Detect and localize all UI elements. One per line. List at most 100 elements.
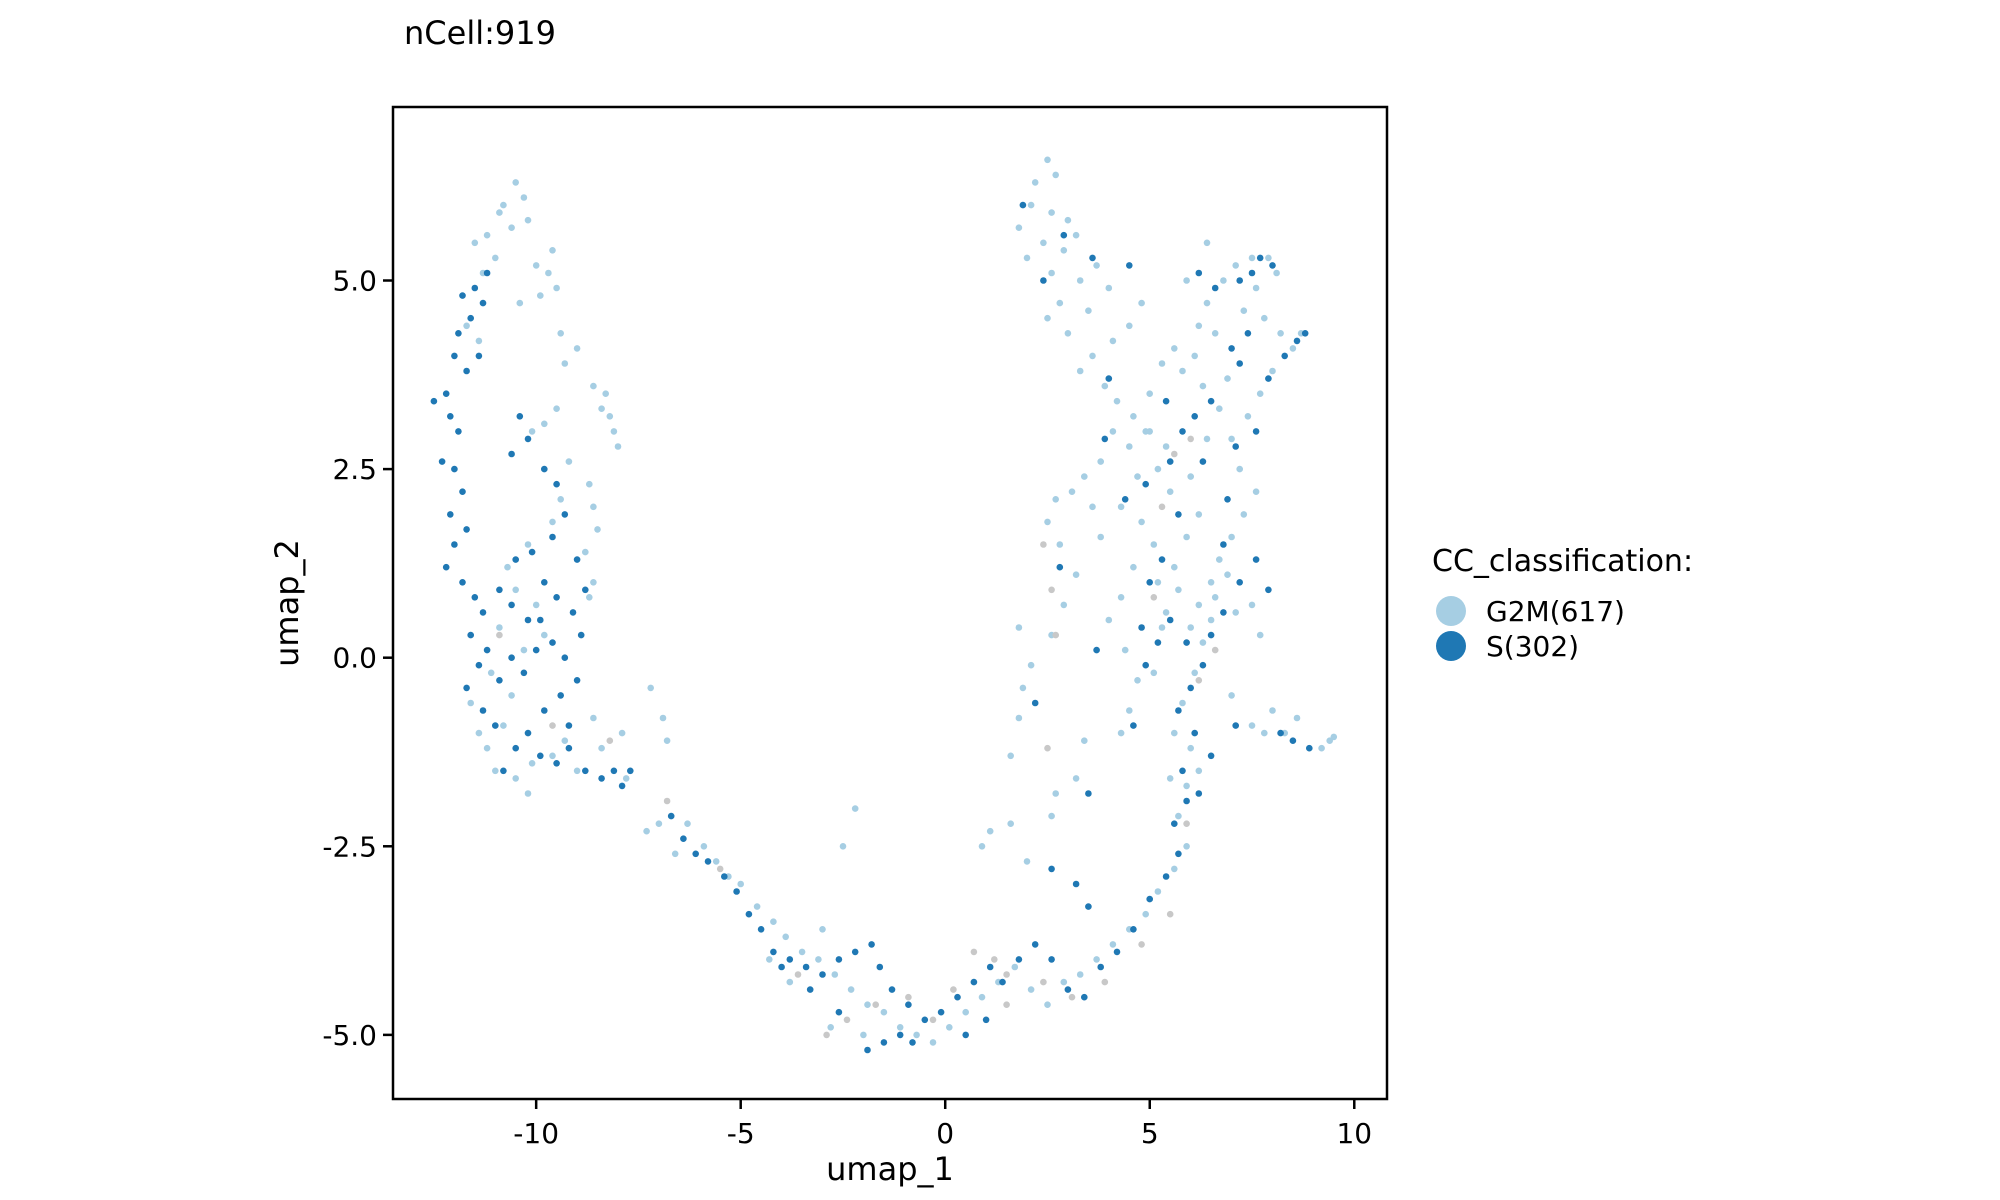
point-g2m-177 bbox=[1105, 284, 1113, 292]
point-g2m-176 bbox=[1093, 262, 1100, 269]
point-unassigned-19 bbox=[1211, 646, 1219, 654]
point-g2m-20 bbox=[561, 360, 569, 367]
point-g2m-186 bbox=[1076, 367, 1084, 375]
point-g2m-188 bbox=[1113, 397, 1121, 405]
point-g2m-130 bbox=[766, 956, 773, 963]
point-g2m-221 bbox=[1289, 345, 1297, 352]
point-s-70 bbox=[680, 835, 687, 842]
point-g2m-246 bbox=[1081, 473, 1088, 480]
point-g2m-32 bbox=[590, 503, 597, 511]
point-s-103 bbox=[1175, 850, 1182, 858]
point-g2m-59 bbox=[647, 684, 654, 692]
point-s-36 bbox=[528, 548, 536, 556]
point-g2m-179 bbox=[1056, 299, 1064, 307]
point-g2m-150 bbox=[1044, 518, 1051, 526]
point-s-43 bbox=[557, 692, 564, 699]
point-g2m-35 bbox=[590, 579, 597, 586]
point-s-20 bbox=[459, 579, 466, 586]
point-s-92 bbox=[999, 978, 1006, 986]
point-g2m-49 bbox=[483, 744, 491, 752]
point-g2m-120 bbox=[1318, 744, 1325, 752]
point-unassigned-31 bbox=[843, 1016, 851, 1024]
point-g2m-239 bbox=[1195, 322, 1203, 330]
point-s-149 bbox=[1236, 360, 1243, 367]
point-s-10 bbox=[430, 397, 438, 405]
point-unassigned-25 bbox=[1052, 631, 1059, 639]
point-s-174 bbox=[1138, 624, 1145, 631]
point-g2m-156 bbox=[1105, 616, 1113, 624]
point-g2m-127 bbox=[839, 843, 847, 850]
point-s-58 bbox=[541, 465, 548, 473]
point-s-106 bbox=[1195, 790, 1203, 797]
point-s-150 bbox=[1265, 375, 1272, 382]
x-tick-label-3: 5 bbox=[1141, 1117, 1159, 1150]
point-s-143 bbox=[1191, 413, 1198, 420]
point-g2m-117 bbox=[1269, 707, 1276, 714]
point-s-81 bbox=[835, 956, 843, 963]
point-unassigned-21 bbox=[1158, 503, 1166, 511]
point-g2m-140 bbox=[1081, 737, 1088, 744]
point-g2m-65 bbox=[467, 699, 475, 707]
point-s-8 bbox=[463, 367, 470, 375]
point-g2m-25 bbox=[614, 443, 622, 450]
point-g2m-225 bbox=[1244, 413, 1252, 420]
point-g2m-86 bbox=[946, 1024, 953, 1031]
point-g2m-181 bbox=[1064, 330, 1072, 337]
point-g2m-11 bbox=[545, 269, 552, 277]
point-g2m-45 bbox=[496, 624, 503, 631]
point-g2m-139 bbox=[1072, 775, 1080, 782]
point-g2m-135 bbox=[1007, 820, 1014, 827]
y-tick-label-1: -2.5 bbox=[322, 830, 377, 863]
point-g2m-210 bbox=[1211, 330, 1219, 337]
point-g2m-183 bbox=[1109, 337, 1117, 345]
point-g2m-90 bbox=[1011, 963, 1019, 971]
point-s-127 bbox=[962, 1031, 969, 1039]
point-g2m-165 bbox=[1052, 171, 1059, 179]
point-s-22 bbox=[479, 609, 487, 616]
point-g2m-205 bbox=[1203, 435, 1211, 443]
plot-frame bbox=[391, 105, 1389, 1101]
point-s-23 bbox=[467, 631, 475, 639]
point-s-156 bbox=[1256, 254, 1264, 262]
point-g2m-61 bbox=[663, 737, 671, 744]
point-s-0 bbox=[483, 269, 491, 277]
point-g2m-244 bbox=[1109, 428, 1117, 435]
point-unassigned-26 bbox=[1044, 744, 1051, 752]
point-s-140 bbox=[1175, 511, 1182, 518]
point-s-176 bbox=[1207, 752, 1215, 760]
point-g2m-175 bbox=[1076, 277, 1084, 284]
point-g2m-209 bbox=[1191, 352, 1198, 360]
point-g2m-215 bbox=[1265, 254, 1272, 262]
point-s-38 bbox=[553, 594, 560, 601]
point-s-68 bbox=[492, 722, 499, 729]
point-unassigned-11 bbox=[1003, 1001, 1010, 1008]
point-g2m-129 bbox=[786, 978, 794, 986]
point-g2m-196 bbox=[1154, 465, 1162, 473]
point-s-37 bbox=[541, 579, 548, 586]
point-unassigned-22 bbox=[1171, 450, 1178, 458]
point-s-136 bbox=[1154, 639, 1162, 646]
point-unassigned-7 bbox=[872, 1001, 879, 1008]
point-s-102 bbox=[1162, 873, 1170, 880]
point-unassigned-14 bbox=[1101, 978, 1109, 986]
point-s-69 bbox=[667, 812, 675, 820]
point-s-29 bbox=[508, 654, 515, 661]
point-s-95 bbox=[1048, 956, 1055, 963]
point-s-21 bbox=[471, 594, 479, 601]
point-s-101 bbox=[1146, 895, 1153, 903]
point-s-172 bbox=[1220, 541, 1227, 548]
point-g2m-160 bbox=[1117, 729, 1125, 737]
point-g2m-125 bbox=[1228, 692, 1235, 699]
point-s-14 bbox=[451, 465, 458, 473]
point-g2m-24 bbox=[610, 428, 618, 435]
point-s-139 bbox=[1158, 556, 1166, 563]
point-unassigned-10 bbox=[991, 956, 998, 963]
point-g2m-84 bbox=[913, 1031, 920, 1039]
point-g2m-187 bbox=[1101, 382, 1109, 390]
point-unassigned-2 bbox=[606, 737, 614, 744]
point-s-61 bbox=[549, 533, 556, 541]
point-s-64 bbox=[569, 609, 577, 616]
point-g2m-34 bbox=[582, 548, 589, 556]
legend-swatch-s bbox=[1436, 631, 1466, 661]
